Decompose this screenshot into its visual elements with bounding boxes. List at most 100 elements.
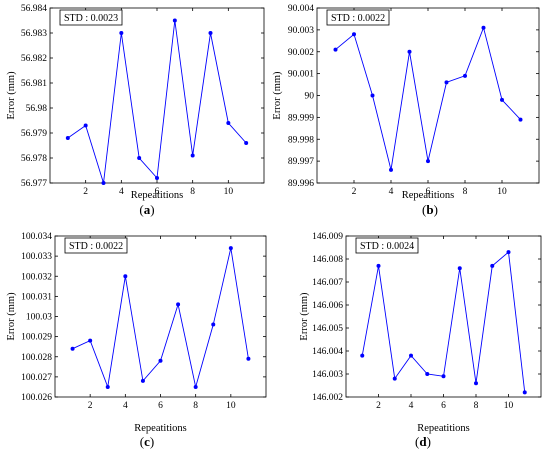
data-point <box>228 246 233 251</box>
y-axis-label: Error (mm) <box>6 71 17 120</box>
y-tick-label: 56.982 <box>21 54 47 64</box>
y-tick-label: 90.004 <box>288 4 314 14</box>
y-tick-label: 90 <box>305 92 315 102</box>
x-axis-label: Repeatitions <box>417 423 470 434</box>
plot-frame <box>54 235 267 398</box>
data-point <box>522 390 527 395</box>
data-point <box>211 322 216 327</box>
x-tick-label: 2 <box>88 401 93 411</box>
data-point <box>474 381 478 386</box>
x-tick-label: 4 <box>409 401 414 411</box>
std-annotation: STD : 0.0023 <box>64 13 118 24</box>
y-tick-label: 89.999 <box>288 113 314 123</box>
std-annotation: STD : 0.0022 <box>331 13 385 24</box>
x-axis-label: Repeatitions <box>131 190 184 201</box>
data-point <box>123 274 128 279</box>
x-tick-label: 2 <box>376 401 381 411</box>
y-tick-label: 100.034 <box>21 232 52 242</box>
y-tick-label: 100.032 <box>21 272 52 282</box>
data-point <box>119 31 124 35</box>
data-point <box>392 376 397 381</box>
data-point <box>226 121 231 125</box>
data-point <box>70 346 75 351</box>
std-annotation: STD : 0.0024 <box>360 241 414 252</box>
chart-panel-c: 100.026 100.027 100.028 100.029 100.03 100.03… <box>6 232 267 449</box>
data-point <box>370 93 375 98</box>
y-tick-label: 56.98 <box>26 104 48 114</box>
y-tick-label: 146.002 <box>312 393 343 403</box>
y-tick-label: 100.028 <box>21 353 52 363</box>
y-tick-label: 89.997 <box>288 157 314 167</box>
panel-label: (d) <box>415 434 431 449</box>
data-point <box>481 25 486 30</box>
x-tick-label: 8 <box>463 187 468 197</box>
y-tick-label: 90.002 <box>288 48 314 58</box>
x-tick-label: 6 <box>426 187 431 197</box>
y-tick-label: 56.977 <box>21 179 47 189</box>
y-tick-label: 56.983 <box>21 29 47 39</box>
panel-label: (a) <box>139 202 154 217</box>
data-point <box>490 263 495 268</box>
data-point <box>158 358 163 363</box>
y-tick-label: 146.009 <box>312 232 343 242</box>
x-tick-label: 8 <box>193 401 198 411</box>
data-point <box>155 176 159 180</box>
data-point <box>441 374 446 379</box>
data-point <box>409 353 413 358</box>
x-tick-label: 10 <box>226 401 236 411</box>
data-point <box>360 353 365 358</box>
data-point <box>444 80 449 85</box>
plot-frame <box>345 235 542 398</box>
y-axis-label: Error (mm) <box>299 292 310 341</box>
data-point <box>500 97 504 102</box>
x-tick-label: 10 <box>497 187 507 197</box>
std-annotation: STD : 0.0022 <box>69 241 123 252</box>
data-point <box>244 141 249 145</box>
chart-panel-b: 89.996 89.997 89.998 89.999 90 90.001 90.002 90… <box>272 4 540 217</box>
x-tick-label: 8 <box>190 187 195 197</box>
x-tick-label: 6 <box>441 401 446 411</box>
x-tick-label: 10 <box>504 401 514 411</box>
data-point <box>140 378 145 383</box>
data-point <box>83 123 88 128</box>
y-tick-label: 90.001 <box>288 70 314 80</box>
plot-frame <box>49 7 265 184</box>
data-point <box>407 49 412 54</box>
x-tick-label: 2 <box>352 187 357 197</box>
std-annotation-box <box>59 9 123 26</box>
data-point <box>463 73 467 78</box>
y-tick-label: 89.998 <box>288 135 314 145</box>
y-tick-label: 100.026 <box>21 393 52 403</box>
y-tick-label: 56.978 <box>21 154 47 164</box>
x-axis-label: Repeatitions <box>402 190 455 201</box>
x-tick-label: 4 <box>123 401 128 411</box>
data-point <box>190 153 195 158</box>
data-point <box>172 18 177 23</box>
x-tick-label: 6 <box>155 187 160 197</box>
y-tick-label: 146.003 <box>312 370 343 380</box>
data-point <box>389 167 393 172</box>
data-point <box>376 263 381 268</box>
std-annotation-box <box>326 9 390 26</box>
panel-label: (b) <box>422 202 438 217</box>
x-tick-label: 6 <box>158 401 163 411</box>
x-tick-label: 8 <box>474 401 479 411</box>
y-tick-label: 90.003 <box>288 26 314 36</box>
data-point <box>426 159 430 164</box>
data-point <box>105 384 110 389</box>
y-tick-label: 146.004 <box>312 347 343 357</box>
data-point <box>137 156 142 160</box>
data-point <box>333 47 338 52</box>
data-point <box>193 384 198 389</box>
data-point <box>352 32 356 37</box>
y-tick-label: 89.996 <box>288 179 314 189</box>
y-tick-label: 146.008 <box>312 255 343 265</box>
data-point <box>246 356 251 361</box>
y-tick-label: 100.03 <box>26 313 52 323</box>
std-annotation-box <box>355 237 419 254</box>
y-tick-label: 100.029 <box>21 333 52 343</box>
data-point <box>65 136 70 140</box>
x-axis-label: Repeatitions <box>134 423 187 434</box>
x-tick-label: 4 <box>119 187 124 197</box>
